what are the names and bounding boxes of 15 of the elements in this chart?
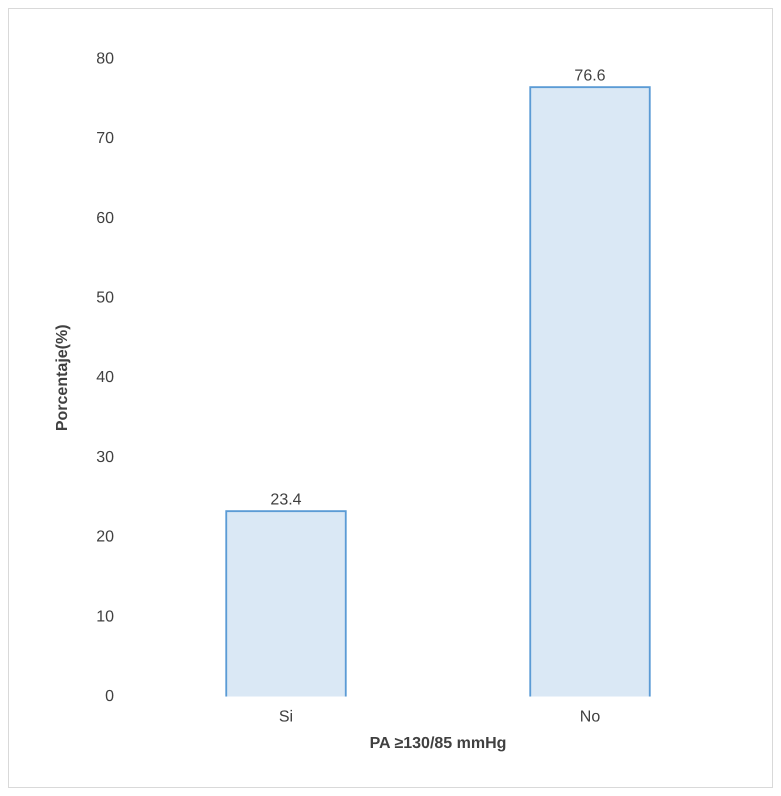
y-tick-label: 0 <box>105 688 114 706</box>
y-axis-title: Porcentaje(%) <box>54 324 72 432</box>
y-tick-label: 10 <box>96 608 114 626</box>
y-tick-label: 70 <box>96 130 114 148</box>
y-tick-label: 50 <box>96 290 114 307</box>
data-label: 23.4 <box>270 492 302 509</box>
x-axis-title: PA ≥130/85 mmHg <box>370 734 506 752</box>
x-tick-label: Si <box>278 708 294 726</box>
x-tick-label: No <box>580 708 600 726</box>
y-tick-label: 20 <box>96 528 114 546</box>
y-tick-label: 40 <box>96 369 114 386</box>
y-tick-label: 30 <box>96 448 114 466</box>
y-tick-label: 80 <box>96 50 114 68</box>
y-tick-label: 60 <box>96 210 114 227</box>
data-label: 76.6 <box>574 68 606 85</box>
